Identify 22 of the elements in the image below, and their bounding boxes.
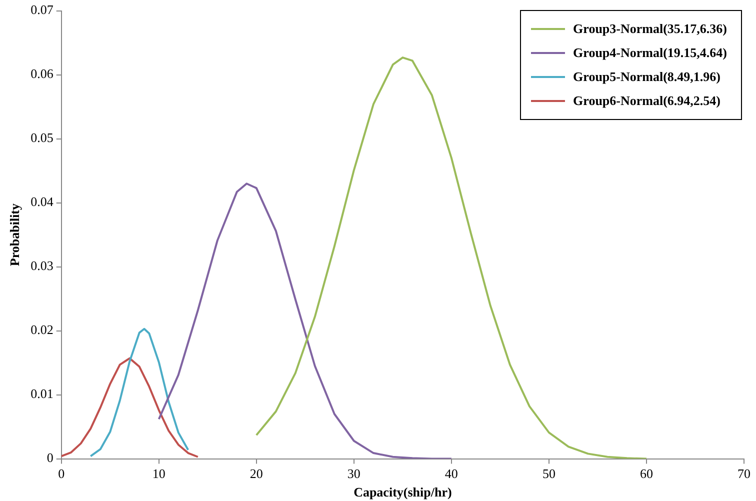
y-axis-title: Probability <box>7 203 22 266</box>
y-tick-label: 0.04 <box>30 194 54 210</box>
x-tick-label: 20 <box>250 466 263 482</box>
y-tick-label: 0.01 <box>30 386 54 402</box>
y-tick-label: 0.02 <box>30 322 54 338</box>
x-tick-label: 40 <box>444 466 458 482</box>
y-tick-label: 0 <box>46 450 54 466</box>
x-tick-label: 60 <box>640 466 653 482</box>
x-tick-label: 10 <box>152 466 166 482</box>
x-axis-title: Capacity(ship/hr) <box>354 484 452 500</box>
x-tick-label: 30 <box>347 466 360 482</box>
y-tick-label: 0.07 <box>30 2 54 18</box>
y-tick-label: 0.06 <box>30 66 54 82</box>
legend-label: Group5-Normal(8.49,1.96) <box>573 69 720 85</box>
x-tick-label: 50 <box>542 466 556 482</box>
y-tick-label: 0.03 <box>30 258 54 274</box>
x-tick-label: 70 <box>738 466 750 482</box>
y-tick-label: 0.05 <box>30 130 54 146</box>
legend-label: Group6-Normal(6.94,2.54) <box>573 93 720 109</box>
legend-label: Group3-Normal(35.17,6.36) <box>573 21 727 37</box>
legend-label: Group4-Normal(19.15,4.64) <box>573 45 727 61</box>
x-tick-label: 0 <box>58 466 65 482</box>
